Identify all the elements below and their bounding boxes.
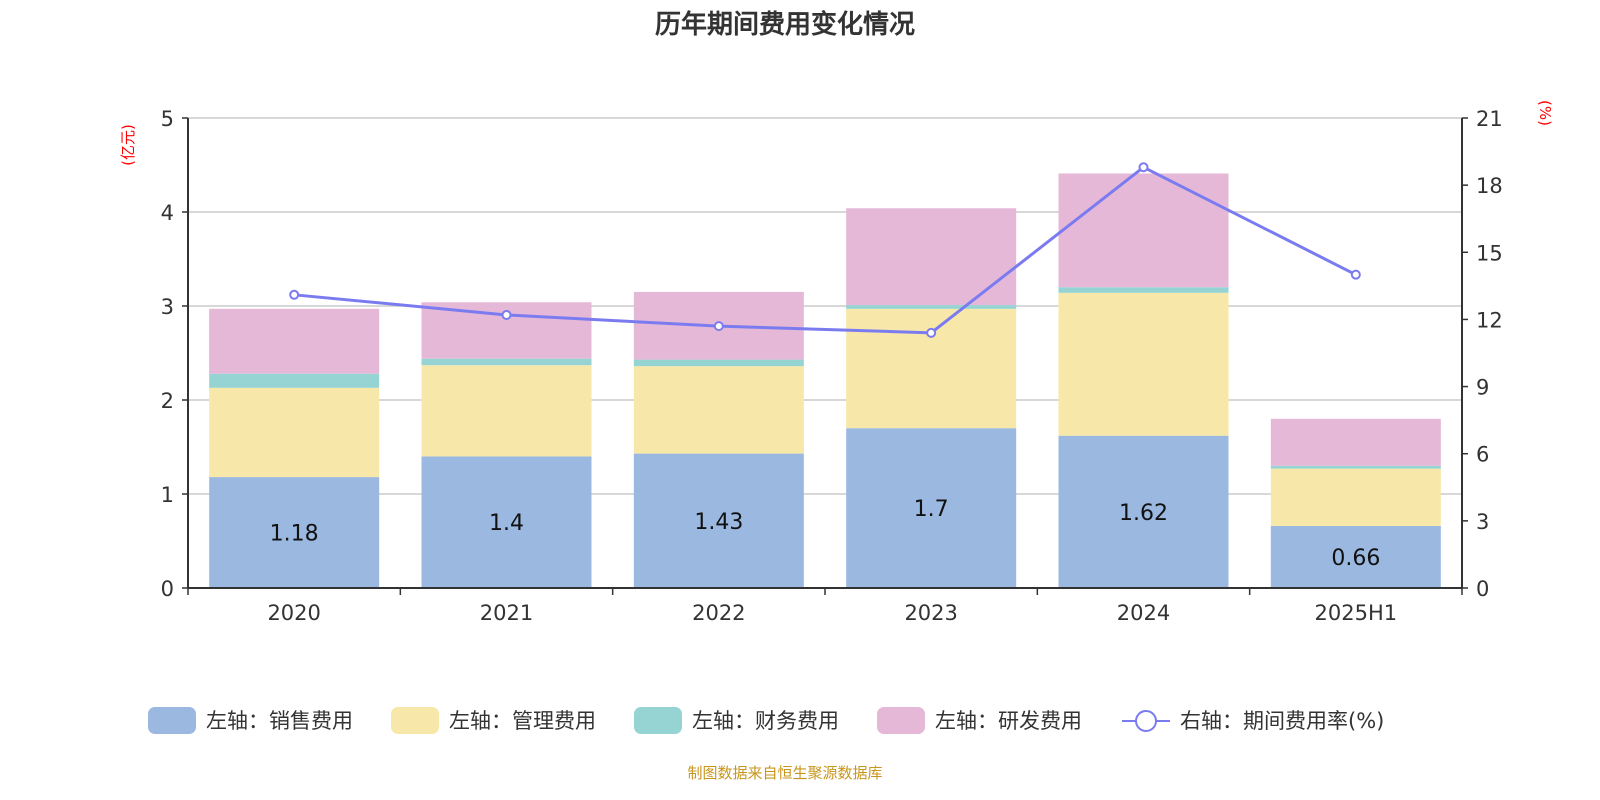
legend-item[interactable]: 左轴：财务费用 [634,707,839,734]
bar-segment-0 [1270,525,1441,588]
left-axis-label: (亿元) [119,124,137,166]
legend-label: 左轴：研发费用 [935,709,1082,733]
right-axis-label: (%) [1536,100,1554,126]
bar-segment-1 [633,366,804,454]
x-axis-tick-label: 2025H1 [1315,601,1398,625]
bar-data-label: 1.4 [489,511,524,536]
legend-item[interactable]: 右轴：期间费用率(%) [1122,709,1384,733]
bar-segment-2 [1270,465,1441,469]
bar-segment-0 [1058,435,1229,588]
legend-swatch [391,707,439,734]
bar-segment-3 [209,308,380,374]
left-axis-tick-label: 3 [161,295,174,319]
x-axis-tick-label: 2024 [1117,601,1170,625]
left-axis-tick-label: 2 [161,389,174,413]
bar-segment-1 [209,387,380,478]
bar-segment-3 [1270,418,1441,466]
bar-segment-2 [633,359,804,367]
right-axis-tick-label: 0 [1476,577,1489,601]
right-axis-tick-label: 9 [1476,376,1489,400]
bar-segment-0 [421,456,592,588]
legend-circle-icon [1135,710,1157,732]
bar-data-label: 1.43 [694,510,743,535]
bar-segment-1 [1058,292,1229,436]
right-axis-tick-label: 15 [1476,241,1503,265]
bar-segment-0 [209,477,380,588]
rate-point [713,321,724,332]
legend-label: 左轴：财务费用 [692,709,839,733]
right-axis-tick-label: 3 [1476,510,1489,534]
bar-segment-2 [846,305,1017,309]
left-axis-tick-label: 0 [161,577,174,601]
bar-segment-2 [421,358,592,366]
legend-item[interactable]: 左轴：管理费用 [391,707,596,734]
rate-point [289,289,300,300]
bar-segment-2 [209,373,380,388]
legend-swatch [148,707,196,734]
right-axis-tick-label: 21 [1476,107,1503,131]
bar-data-label: 0.66 [1331,546,1380,571]
legend-item[interactable]: 左轴：研发费用 [877,707,1082,734]
bar-data-label: 1.18 [270,522,319,547]
bar-segment-0 [846,428,1017,588]
rate-line [294,165,1357,335]
left-axis-tick-label: 5 [161,107,174,131]
bar-segment-2 [1058,287,1229,293]
bar-data-label: 1.7 [914,497,949,522]
rate-point [926,327,937,338]
right-axis-tick-label: 6 [1476,443,1489,467]
bar-data-label: 1.62 [1119,501,1168,526]
rate-point [501,309,512,320]
legend-swatch [877,707,925,734]
data-source-footer: 制图数据来自恒生聚源数据库 [687,764,883,782]
bar-segment-0 [633,453,804,588]
bar-segment-1 [846,308,1017,429]
x-axis-tick-label: 2020 [267,601,320,625]
bar-segment-1 [421,365,592,457]
x-axis-tick-label: 2023 [904,601,957,625]
right-axis-tick-label: 12 [1476,308,1503,332]
legend-label: 左轴：管理费用 [449,709,596,733]
bar-segment-3 [846,208,1017,306]
chart-title: 历年期间费用变化情况 [654,10,915,40]
left-axis-tick-label: 4 [161,201,174,225]
left-axis-tick-label: 1 [161,483,174,507]
rate-point [1138,162,1149,173]
legend-label: 左轴：销售费用 [206,709,353,733]
bar-segment-3 [1058,173,1229,288]
bar-segment-1 [1270,468,1441,526]
legend-swatch [634,707,682,734]
x-axis-tick-label: 2022 [692,601,745,625]
rate-point [1350,269,1361,280]
x-axis-tick-label: 2021 [480,601,533,625]
legend-label: 右轴：期间费用率(%) [1180,709,1384,733]
right-axis-tick-label: 18 [1476,174,1503,198]
legend-item[interactable]: 左轴：销售费用 [148,707,353,734]
